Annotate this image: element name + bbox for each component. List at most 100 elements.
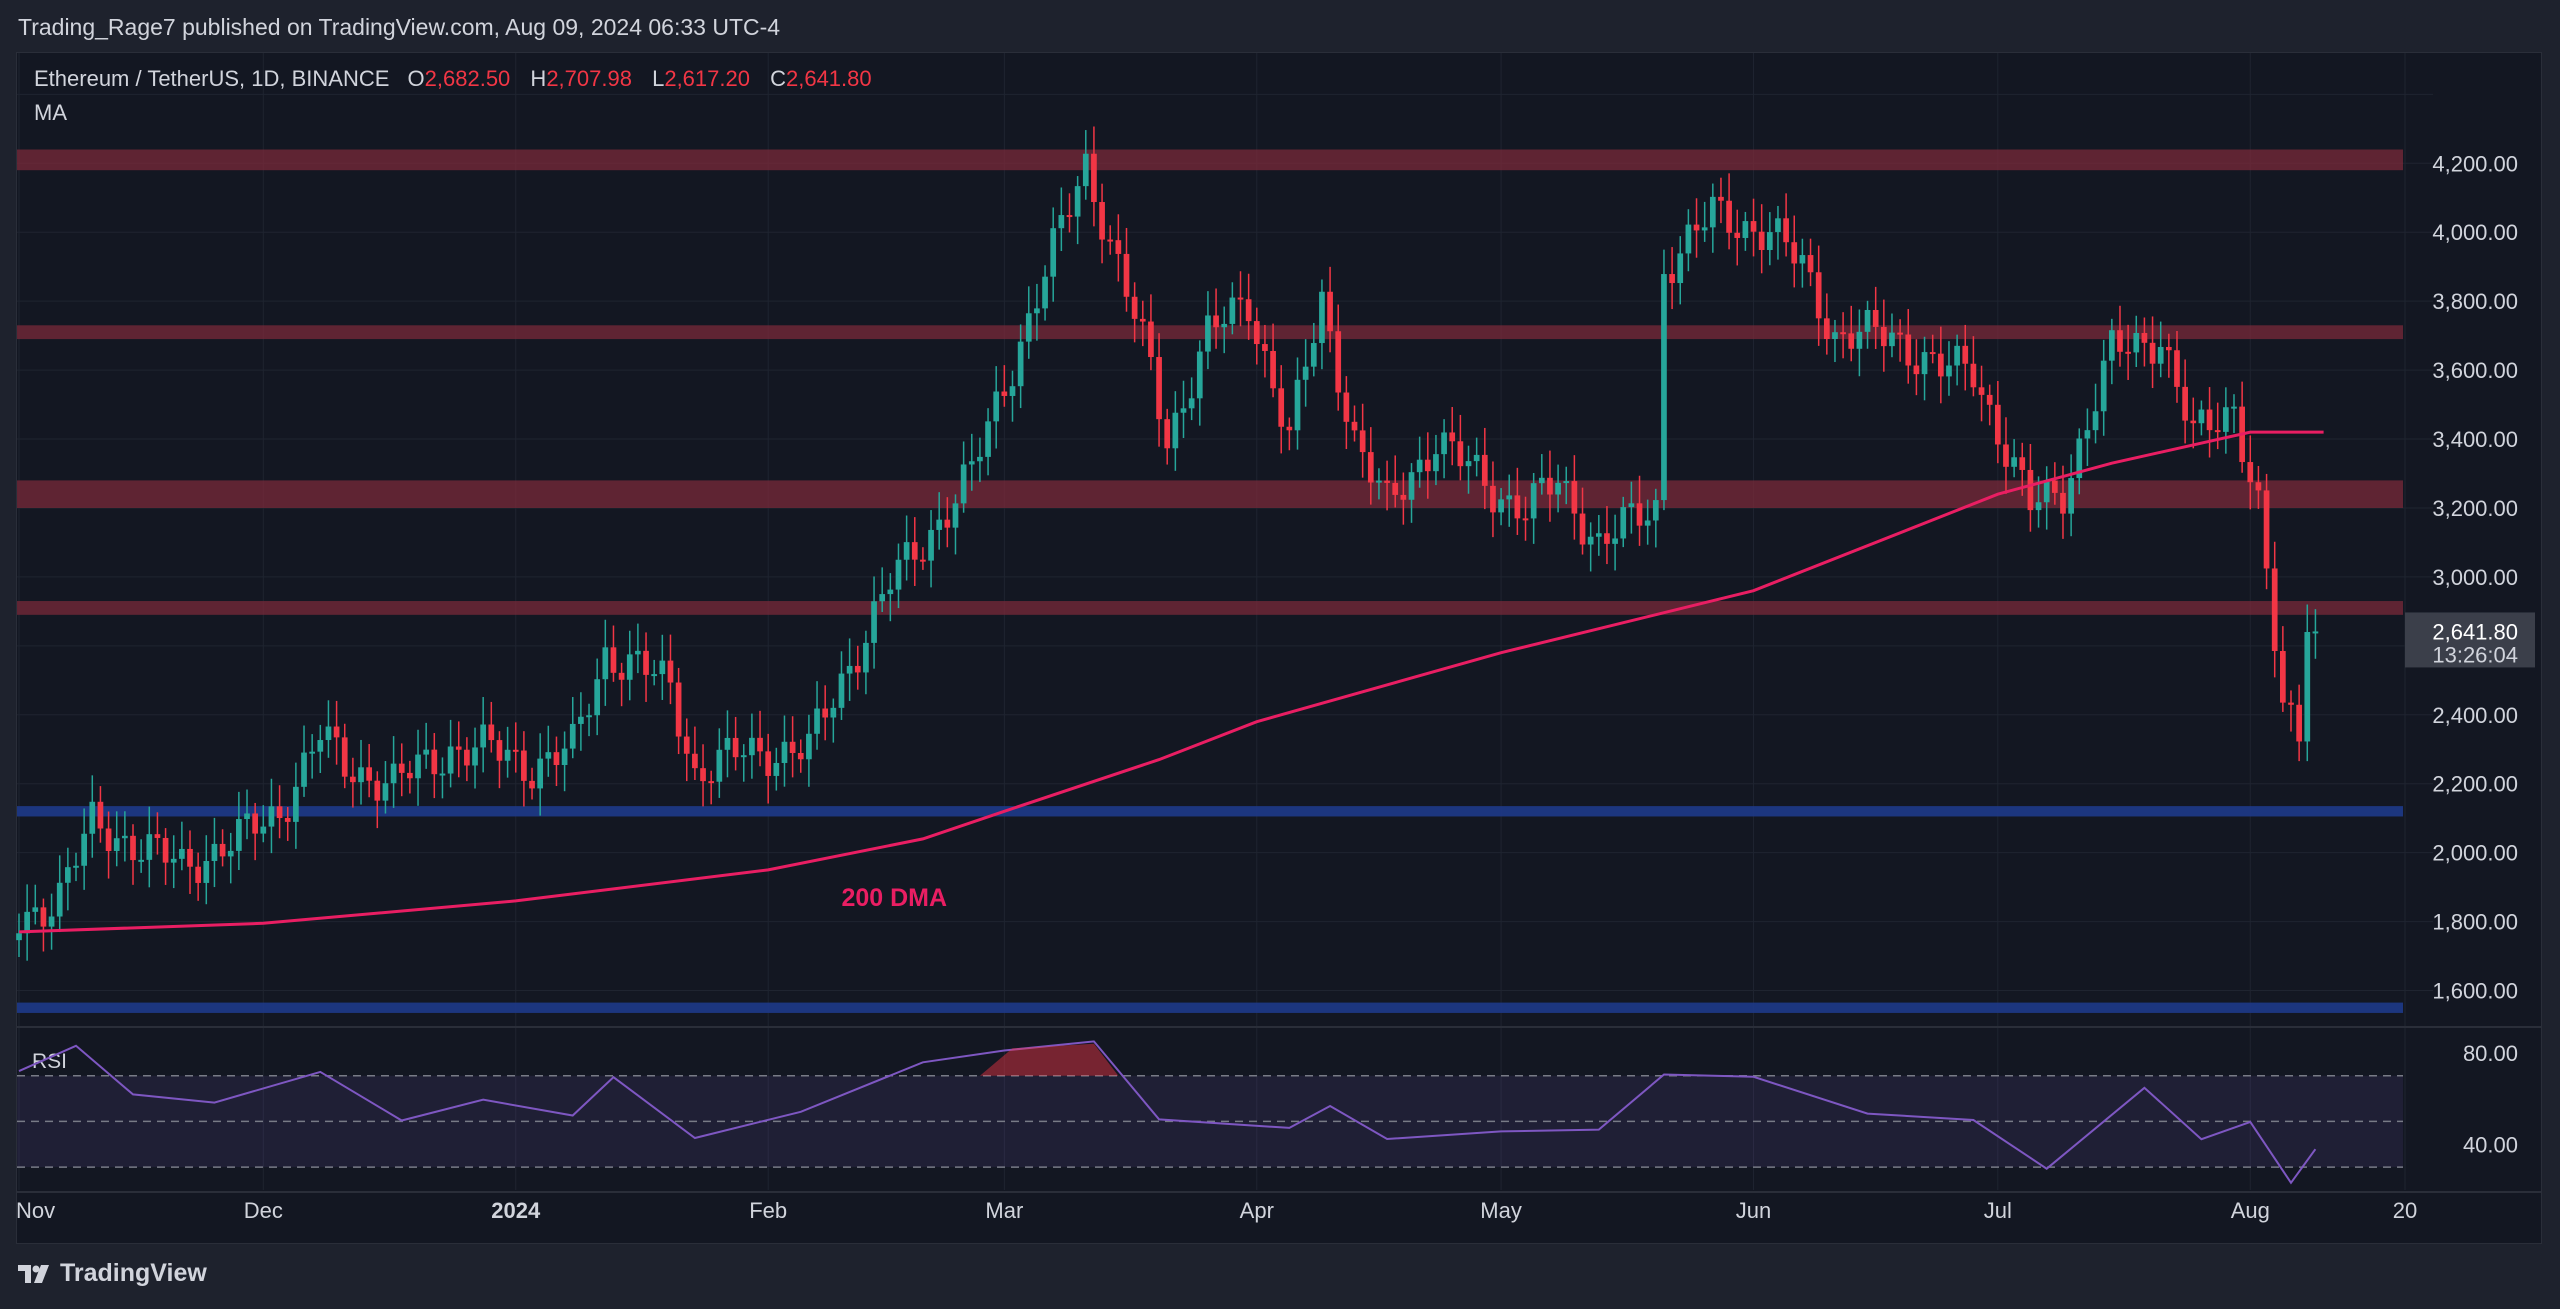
candle-body xyxy=(1937,353,1944,377)
candle-body xyxy=(2003,444,2009,467)
candle-body xyxy=(1245,299,1252,322)
candle-body xyxy=(1066,215,1073,218)
price-axis-label: 1,800.00 xyxy=(2432,910,2518,935)
candle-body xyxy=(496,740,503,761)
close-value: 2,641.80 xyxy=(785,66,872,91)
candle-body xyxy=(1897,332,1903,335)
candle-body xyxy=(1929,352,1936,355)
candle-body xyxy=(1661,274,1667,501)
candle-body xyxy=(1099,202,1105,240)
candle-body xyxy=(578,716,584,724)
candle-body xyxy=(1718,196,1724,201)
low-label: L xyxy=(652,66,665,91)
candle-body xyxy=(749,737,755,756)
ma-indicator-label[interactable]: MA xyxy=(34,100,67,125)
candle-body xyxy=(81,833,87,866)
time-axis-label: Aug xyxy=(2231,1198,2270,1223)
candle-body xyxy=(2247,462,2254,483)
candle-body xyxy=(309,751,316,754)
tradingview-logo[interactable]: TradingView xyxy=(18,1259,207,1288)
resistance-zone xyxy=(17,149,2403,171)
price-axis-label: 3,800.00 xyxy=(2432,289,2518,314)
candle-body xyxy=(1628,503,1635,508)
candle-body xyxy=(1563,481,1570,484)
candle-body xyxy=(1840,332,1846,335)
candle-body xyxy=(1726,200,1732,233)
candle-body xyxy=(1994,404,2001,445)
candle-body xyxy=(781,741,788,763)
candle-body xyxy=(1424,459,1431,472)
candle-body xyxy=(317,740,324,752)
candle-body xyxy=(887,589,894,595)
candle-body xyxy=(1986,394,1993,405)
candle-body xyxy=(740,755,747,758)
candle-body xyxy=(1677,253,1684,284)
candle-body xyxy=(423,749,430,755)
candle-body xyxy=(2068,478,2074,514)
candle-body xyxy=(374,780,381,801)
candle-body xyxy=(276,806,283,819)
time-axis-label: Apr xyxy=(1240,1198,1274,1223)
candle-body xyxy=(260,826,267,834)
candle-body xyxy=(1636,503,1643,526)
candle-body xyxy=(569,723,576,749)
candle-body xyxy=(846,665,853,674)
ohlc-legend: Ethereum / TetherUS, 1D, BINANCE O2,682.… xyxy=(34,66,886,92)
candle-body xyxy=(1889,332,1895,347)
tradingview-logo-icon xyxy=(18,1264,49,1283)
candle-body xyxy=(1758,231,1765,251)
candle-body xyxy=(1408,472,1415,500)
candle-body xyxy=(32,907,39,912)
time-axis-label: Feb xyxy=(749,1198,787,1223)
candle-body xyxy=(960,464,967,504)
candle-body xyxy=(415,754,421,779)
price-axis-label: 3,000.00 xyxy=(2432,565,2518,590)
candle-body xyxy=(1229,297,1236,324)
candle-body xyxy=(130,835,136,861)
high-value: 2,707.98 xyxy=(546,66,632,91)
price-axis-label: 2,000.00 xyxy=(2432,841,2518,866)
candle-body xyxy=(1115,240,1122,254)
candle-body xyxy=(1856,331,1863,349)
candle-body xyxy=(586,715,592,718)
price-axis-label: 3,200.00 xyxy=(2432,496,2518,521)
candle-body xyxy=(472,747,478,766)
candle-body xyxy=(244,813,250,820)
candle-body xyxy=(1579,513,1586,545)
candle-body xyxy=(716,749,723,782)
candle-body xyxy=(936,519,943,530)
candle-body xyxy=(1709,196,1716,228)
chart-frame[interactable] xyxy=(16,52,2542,1244)
candle-body xyxy=(2035,502,2042,511)
candle-body xyxy=(545,752,552,759)
candle-body xyxy=(626,654,633,680)
price-axis-label: 1,600.00 xyxy=(2432,979,2518,1004)
candle-body xyxy=(1196,351,1203,399)
candle-body xyxy=(24,911,30,934)
candle-body xyxy=(1335,331,1342,393)
candle-body xyxy=(773,762,780,776)
candle-body xyxy=(1514,495,1521,519)
candle-body xyxy=(2296,704,2302,742)
candle-body xyxy=(1278,388,1285,427)
candle-body xyxy=(537,758,544,789)
candle-body xyxy=(1367,452,1374,483)
candle-body xyxy=(2165,346,2172,351)
candle-body xyxy=(1270,350,1276,389)
candle-body xyxy=(1123,253,1130,297)
candle-body xyxy=(1042,276,1048,309)
candle-body xyxy=(439,773,446,776)
candle-body xyxy=(683,736,690,754)
candle-body xyxy=(1644,520,1651,526)
candle-body xyxy=(1669,274,1675,284)
candle-body xyxy=(1156,357,1162,420)
candle-body xyxy=(252,813,259,834)
candle-body xyxy=(1864,310,1871,332)
candle-body xyxy=(1205,315,1211,352)
candle-body xyxy=(651,674,658,677)
rsi-axis-label: 80.00 xyxy=(2463,1041,2518,1066)
symbol-label: Ethereum / TetherUS, 1D, BINANCE xyxy=(34,66,390,91)
candle-body xyxy=(602,647,609,680)
candle-body xyxy=(757,737,763,752)
